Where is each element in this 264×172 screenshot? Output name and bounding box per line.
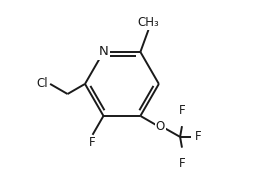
Text: F: F — [89, 136, 96, 149]
Text: Cl: Cl — [36, 77, 48, 90]
Text: N: N — [98, 45, 108, 58]
Text: F: F — [179, 157, 186, 170]
Text: O: O — [155, 120, 165, 133]
Text: F: F — [195, 130, 202, 143]
Text: F: F — [179, 104, 186, 117]
Text: CH₃: CH₃ — [138, 16, 159, 29]
